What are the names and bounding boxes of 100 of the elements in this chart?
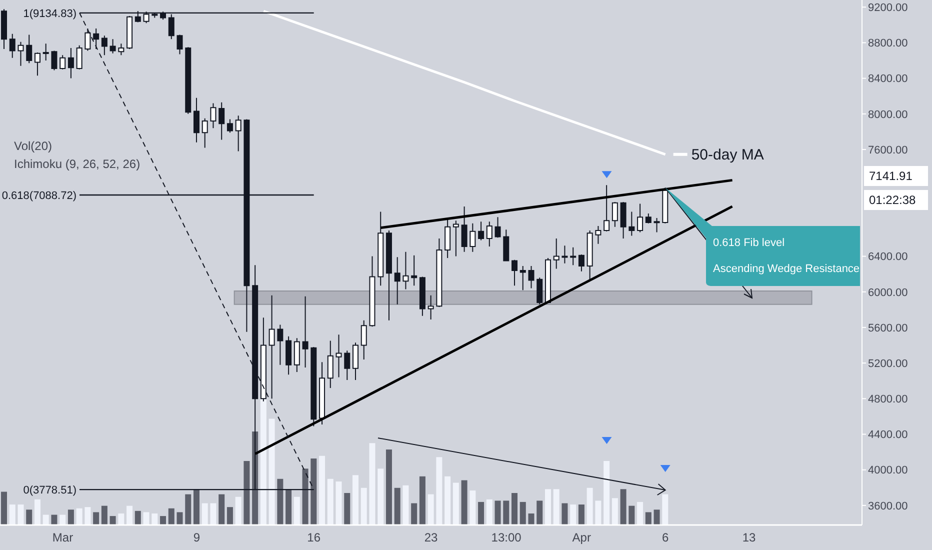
candlestick: [461, 206, 468, 252]
candlestick: [176, 34, 183, 55]
candlestick: [394, 256, 400, 305]
ref-line-label: 0(3778.51): [23, 484, 77, 497]
bar: [428, 494, 434, 525]
x-tick-label: 9: [193, 530, 200, 545]
bar: [168, 508, 174, 525]
bar: [310, 458, 317, 525]
bar: [118, 513, 124, 525]
candlestick: [536, 277, 543, 305]
candlestick: [478, 221, 484, 241]
bar: [1, 492, 8, 525]
candlestick: [226, 118, 233, 134]
x-tick-label: Mar: [52, 530, 74, 545]
bar: [436, 457, 442, 525]
candlestick: [319, 362, 326, 425]
bar: [394, 488, 400, 525]
candlestick: [344, 350, 350, 380]
candlestick: [34, 52, 40, 76]
x-tick-label: 13: [742, 530, 756, 545]
candlestick: [42, 43, 49, 62]
candlestick: [586, 230, 593, 280]
candlestick: [18, 41, 24, 66]
bar: [562, 503, 568, 525]
candlestick: [494, 216, 501, 238]
candlestick: [637, 203, 644, 233]
candlestick: [60, 54, 66, 70]
candlestick: [402, 251, 409, 290]
bar: [76, 508, 82, 525]
bar: [378, 468, 384, 525]
bar: [604, 461, 610, 525]
x-tick-label: 16: [307, 530, 321, 545]
candlestick: [310, 346, 317, 427]
candlestick: [520, 266, 526, 291]
bar: [503, 500, 510, 525]
x-tick-label: 13:00: [491, 530, 522, 545]
bar: [486, 499, 492, 525]
bar: [226, 507, 233, 525]
y-tick-label: 7600.00: [868, 144, 908, 156]
candlestick: [378, 211, 384, 286]
bar: [152, 513, 158, 525]
line-series: [262, 10, 667, 156]
bar: [268, 418, 275, 525]
annotation: Ichimoku (9, 26, 52, 26): [14, 157, 140, 171]
y-tick-label: 4000.00: [868, 464, 908, 477]
annotation: Ascending Wedge Resistance: [713, 263, 860, 275]
candlestick: [210, 102, 216, 129]
bar: [218, 494, 225, 525]
candlestick: [26, 34, 32, 64]
bar: [452, 482, 459, 525]
bar: [586, 488, 593, 525]
candlestick: [1, 8, 8, 50]
candlestick: [110, 38, 116, 54]
bar: [520, 502, 526, 525]
bar: [93, 512, 100, 525]
y-tick-label: 8000.00: [868, 108, 908, 121]
candlestick: [185, 46, 192, 114]
candlestick: [444, 218, 451, 259]
y-tick-label: 4800.00: [868, 394, 908, 406]
bar: [84, 507, 91, 525]
candlestick: [286, 336, 292, 376]
bar: [327, 478, 334, 525]
candlestick: [428, 294, 434, 320]
candlestick: [76, 44, 82, 70]
bar: [528, 513, 534, 525]
y-tick-label: 8400.00: [868, 73, 908, 86]
candlestick: [218, 102, 225, 140]
bar: [68, 510, 74, 525]
candlestick: [352, 342, 358, 380]
bar: [578, 504, 584, 525]
candlestick: [595, 226, 602, 244]
candlestick: [436, 238, 442, 308]
candlestick: [553, 238, 560, 270]
ref-line-label: 0.618(7088.72): [2, 190, 77, 202]
x-tick-label: 23: [424, 530, 438, 545]
candlestick: [452, 220, 459, 257]
bar: [51, 514, 58, 525]
bar: [344, 493, 350, 525]
candlestick: [302, 296, 308, 368]
bar: [210, 503, 216, 525]
candlestick: [268, 294, 275, 400]
bar: [18, 504, 24, 525]
candlestick: [628, 211, 635, 236]
bar: [662, 494, 668, 525]
candlestick: [512, 259, 518, 286]
candlestick: [202, 118, 208, 148]
x-tick-label: Apr: [572, 530, 591, 545]
bar: [620, 489, 626, 525]
ref-line-label: 1(9134.83): [23, 8, 77, 20]
bar: [26, 510, 32, 525]
bar: [294, 496, 300, 525]
candlestick: [386, 230, 392, 321]
candlestick: [9, 33, 16, 58]
annotation: Vol(20): [14, 139, 52, 153]
candlestick: [620, 201, 626, 239]
bar: [143, 512, 150, 525]
bar: [402, 485, 409, 525]
x-tick-label: 6: [662, 530, 669, 545]
bar: [286, 489, 292, 525]
candlestick: [578, 254, 584, 272]
